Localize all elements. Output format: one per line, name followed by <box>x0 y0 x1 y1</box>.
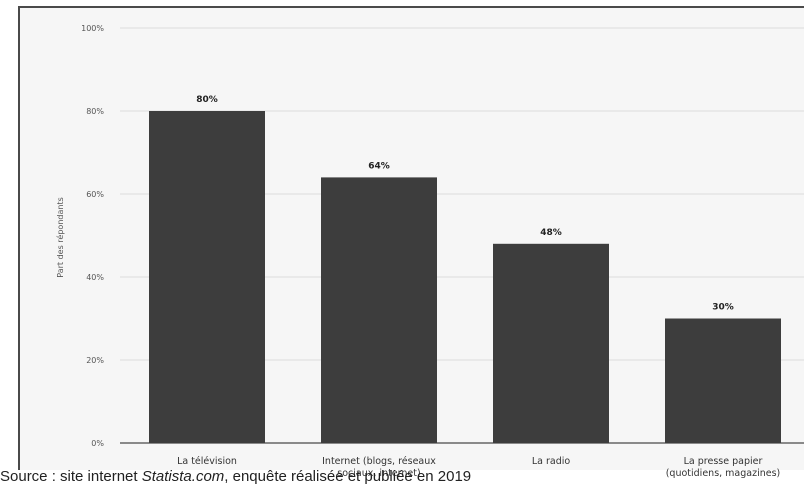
x-tick-label: La radio <box>532 456 571 467</box>
source-caption: Source : site internet Statista.com, enq… <box>0 468 804 485</box>
y-tick-label: 20% <box>86 356 104 365</box>
x-tick-label: La télévision <box>177 456 237 467</box>
data-label: 48% <box>540 228 562 238</box>
y-tick-label: 80% <box>86 107 104 116</box>
source-prefix: Source : site internet <box>0 468 142 485</box>
data-label: 80% <box>196 95 218 105</box>
x-tick-label: (quotidiens, magazines) <box>666 468 781 479</box>
y-tick-label: 0% <box>91 439 104 448</box>
y-axis-title: Part des répondants <box>55 197 65 277</box>
y-tick-label: 60% <box>86 190 104 199</box>
x-tick-label: La presse papier <box>684 456 763 467</box>
data-label: 30% <box>712 303 734 313</box>
bar <box>493 243 609 443</box>
bar <box>665 318 781 443</box>
y-tick-label: 100% <box>81 24 104 33</box>
x-tick-label: Internet (blogs, réseaux <box>322 456 436 467</box>
source-site: Statista.com <box>141 468 225 485</box>
source-suffix: , enquête réalisée et publiée en 2019 <box>224 468 472 485</box>
y-tick-label: 40% <box>86 273 104 282</box>
x-tick-label: sociaux, internet) <box>337 468 420 479</box>
bar <box>321 177 437 443</box>
bar <box>149 111 265 443</box>
data-label: 64% <box>368 161 390 171</box>
